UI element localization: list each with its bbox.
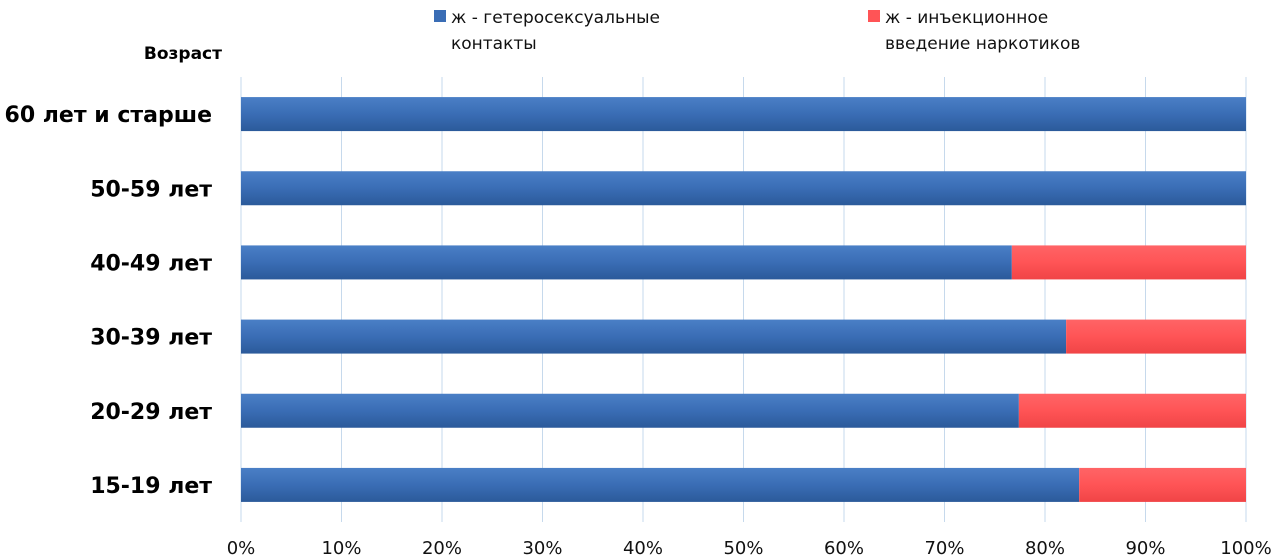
x-tick-label: 10% bbox=[321, 538, 361, 559]
x-tick-label: 90% bbox=[1125, 538, 1165, 559]
bar-segment-series-2 bbox=[1011, 245, 1246, 280]
x-tick-label: 30% bbox=[522, 538, 562, 559]
bar-segment-series-2 bbox=[1018, 393, 1246, 428]
legend-swatch bbox=[434, 10, 446, 22]
legend-label: ж - гетеросексуальные контакты bbox=[451, 8, 660, 54]
category-label: 15-19 лет bbox=[90, 474, 212, 499]
axis-title: Возраст bbox=[144, 44, 222, 64]
category-labels: 60 лет и старше 50-59 лет 40-49 лет 30-39 л… bbox=[5, 103, 213, 499]
x-tick-label: 20% bbox=[422, 538, 462, 559]
category-label: 20-29 лет bbox=[90, 400, 212, 425]
category-label: 50-59 лет bbox=[90, 177, 212, 202]
bars bbox=[241, 97, 1246, 502]
x-tick-label: 70% bbox=[924, 538, 964, 559]
bar-segment-series-1 bbox=[241, 393, 1019, 428]
gridlines bbox=[240, 77, 1247, 522]
x-tick-label: 100% bbox=[1220, 538, 1271, 559]
x-tick-label: 50% bbox=[723, 538, 763, 559]
bar-segment-series-1 bbox=[241, 171, 1246, 206]
legend: ж - гетеросексуальные контакты ж - инъекци… bbox=[434, 8, 1080, 54]
x-tick-label: 40% bbox=[623, 538, 663, 559]
category-label: 40-49 лет bbox=[90, 251, 212, 276]
bar-segment-series-1 bbox=[241, 467, 1080, 502]
bar-segment-series-1 bbox=[241, 245, 1012, 280]
category-label: 60 лет и старше bbox=[5, 103, 212, 128]
x-tick-label: 0% bbox=[227, 538, 256, 559]
bar-segment-series-1 bbox=[241, 97, 1246, 132]
x-tick-label: 60% bbox=[824, 538, 864, 559]
bar-segment-series-1 bbox=[241, 319, 1067, 354]
x-axis-tick-labels: 0% 10% 20% 30% 40% 50% 60% 70% 80% 90% 100% bbox=[227, 538, 1272, 559]
category-label: 30-39 лет bbox=[90, 326, 212, 351]
legend-swatch bbox=[868, 10, 880, 22]
bar-segment-series-2 bbox=[1079, 467, 1246, 502]
bar-segment-series-2 bbox=[1066, 319, 1246, 354]
legend-label: ж - инъекционное введение наркотиков bbox=[885, 8, 1080, 54]
x-tick-label: 80% bbox=[1025, 538, 1065, 559]
